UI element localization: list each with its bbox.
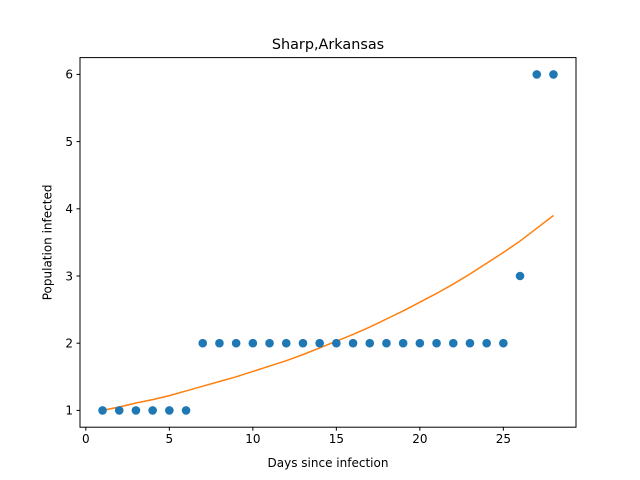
x-tick-label: 5: [166, 432, 174, 446]
x-tick-label: 15: [329, 432, 344, 446]
scatter-point: [281, 338, 291, 348]
plot-frame: [79, 57, 577, 428]
y-tick-label: 6: [65, 68, 73, 82]
x-tick-label: 25: [496, 432, 511, 446]
scatter-point: [532, 70, 542, 79]
scatter-point: [415, 338, 425, 348]
scatter-point: [98, 406, 107, 415]
axis-ticks: 0 5 10 15 20 25 1 2 3 4 5 6: [65, 68, 511, 447]
x-tick-label: 0: [82, 432, 90, 446]
scatter-point: [365, 338, 375, 348]
fit-line: [102, 214, 554, 412]
scatter-point: [448, 338, 458, 348]
scatter-point: [499, 338, 508, 348]
y-tick-label: 5: [65, 135, 73, 149]
scatter-point: [248, 338, 258, 348]
x-tick-label: 10: [245, 432, 260, 446]
scatter-point: [181, 406, 191, 415]
scatter-point: [114, 406, 124, 415]
chart-title: Sharp,Arkansas: [272, 37, 384, 53]
plot-marks: [98, 70, 558, 415]
scatter-point: [382, 338, 391, 348]
scatter-point: [265, 338, 274, 348]
scatter-point: [549, 70, 558, 79]
scatter-point: [198, 338, 208, 348]
scatter-point: [515, 271, 525, 281]
x-axis-label: Days since infection: [268, 456, 389, 470]
scatter-point: [315, 338, 324, 348]
scatter-point: [165, 406, 174, 415]
scatter-point: [131, 406, 141, 415]
scatter-point: [398, 338, 408, 348]
scatter-point: [231, 338, 241, 348]
scatter-point: [215, 338, 224, 348]
scatter-point: [482, 338, 491, 348]
scatter-point: [465, 338, 475, 348]
x-tick-label: 20: [412, 432, 427, 446]
y-tick-label: 2: [65, 337, 73, 351]
scatter-point: [332, 338, 341, 348]
scatter-point: [348, 338, 358, 348]
y-tick-label: 1: [65, 404, 73, 418]
y-tick-label: 4: [65, 202, 73, 216]
y-tick-label: 3: [65, 269, 73, 283]
scatter-point: [148, 406, 157, 415]
scatter-point: [298, 338, 308, 348]
y-axis-label: Population infected: [41, 185, 55, 301]
scatter-point: [432, 338, 441, 348]
